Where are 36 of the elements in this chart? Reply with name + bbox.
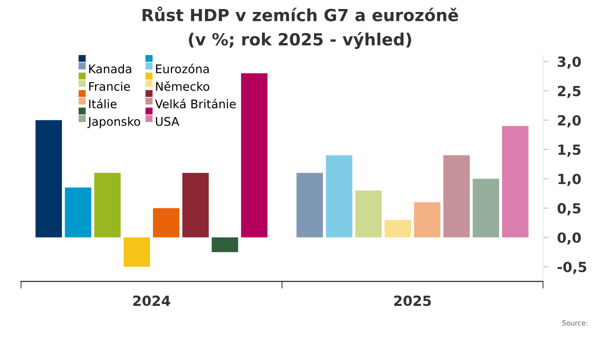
y-tick-label: -0,5 [558, 262, 586, 274]
legend-label: Itálie [89, 98, 117, 108]
bar [124, 237, 150, 267]
y-tick-label: 1,5 [558, 144, 581, 157]
bar [152, 208, 180, 238]
bar [355, 190, 382, 238]
chart-subtitle: (v %; rok 2025 - výhled) [188, 32, 412, 49]
bar [36, 120, 62, 238]
bar [472, 178, 500, 238]
bar [94, 172, 121, 238]
legend-label: Kanada [89, 64, 132, 74]
chart-title: Růst HDP v zemích G7 a eurozóně [142, 6, 458, 22]
legend-label: Velká Británie [155, 98, 236, 108]
bar [443, 155, 470, 238]
y-tick-label: 2,0 [558, 115, 581, 128]
x-tick-label: 2024 [133, 296, 170, 306]
bar [384, 220, 412, 238]
legend-label: Německo [156, 81, 210, 91]
bar [296, 172, 323, 238]
bar [414, 202, 440, 238]
bar [182, 172, 209, 238]
bar [212, 237, 238, 252]
y-tick-label: 1,0 [558, 174, 581, 186]
bar [326, 155, 352, 238]
y-tick-label: 3,0 [558, 56, 581, 69]
y-tick-label: 2,5 [558, 86, 581, 98]
bar [64, 188, 92, 238]
legend-label: Japonsko [87, 116, 140, 128]
legend-label: Francie [89, 82, 130, 91]
y-tick-label: 0,0 [558, 232, 581, 245]
x-tick-label: 2025 [394, 296, 431, 306]
bar [241, 73, 268, 238]
bar [502, 126, 528, 238]
legend-label: Eurozóna [156, 64, 209, 74]
legend-label: USA [156, 116, 180, 126]
y-tick-label: 0,5 [558, 203, 581, 216]
